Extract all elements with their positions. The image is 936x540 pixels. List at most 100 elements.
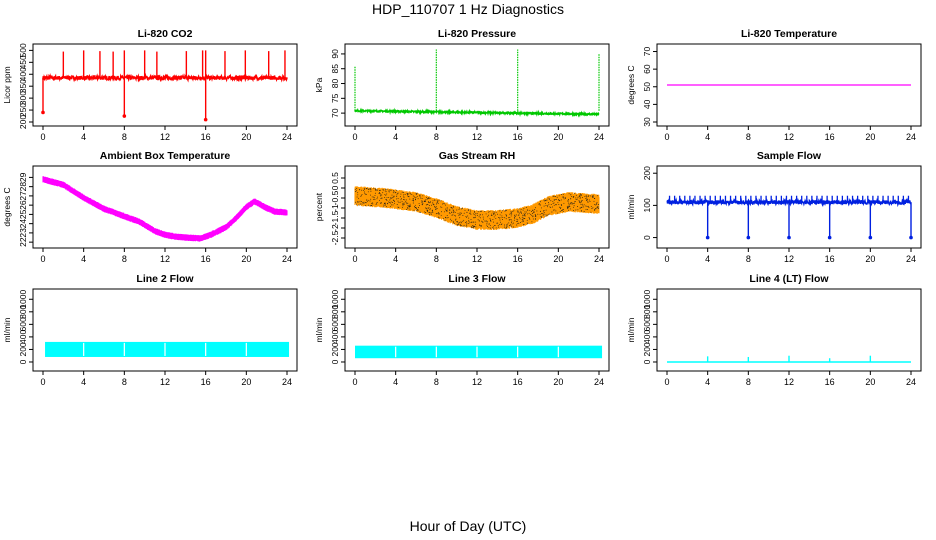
- y-axis-label: ml/min: [314, 317, 324, 342]
- series-dot: [460, 222, 462, 224]
- series-dot: [388, 191, 390, 193]
- series-dot: [449, 218, 451, 220]
- series-dot: [511, 220, 513, 222]
- series-dot: [419, 195, 421, 197]
- series-dot: [451, 220, 453, 222]
- data-layer: [354, 186, 600, 230]
- series-dot: [505, 214, 507, 216]
- series-dot: [405, 200, 407, 202]
- series-dot: [413, 200, 415, 202]
- series-dot: [581, 197, 583, 199]
- series-dot: [552, 202, 554, 204]
- x-tick-label: 8: [746, 132, 751, 142]
- series-dot: [586, 200, 587, 201]
- x-tick-label: 20: [553, 254, 563, 264]
- series-dot: [579, 196, 581, 198]
- series-dot: [476, 215, 478, 217]
- y-tick-label: 24: [18, 219, 28, 229]
- series-dot: [575, 194, 577, 196]
- series-dot: [542, 213, 544, 214]
- y-tick-label: 30: [642, 117, 652, 127]
- x-tick-label: 8: [434, 377, 439, 387]
- series-dot: [421, 202, 423, 203]
- series-dot: [532, 218, 534, 220]
- series-dot: [426, 198, 428, 200]
- series-dot: [480, 210, 482, 212]
- series-dot: [393, 200, 395, 202]
- series-dot: [362, 202, 364, 203]
- x-tick-label: 12: [472, 254, 482, 264]
- series-dot: [389, 199, 391, 201]
- series-dot: [361, 201, 363, 203]
- series-dot: [418, 194, 420, 196]
- series-dot: [506, 209, 507, 211]
- series-dot: [575, 209, 577, 211]
- series-dot: [579, 197, 581, 199]
- series-dot: [537, 213, 539, 215]
- series-dot: [452, 206, 454, 208]
- x-tick-label: 24: [906, 377, 916, 387]
- series-dot: [536, 210, 538, 212]
- x-tick-label: 24: [594, 254, 604, 264]
- series-dot: [466, 224, 468, 226]
- series-dot: [452, 220, 454, 222]
- series-dot: [447, 217, 449, 219]
- y-tick-label: 22: [18, 237, 28, 247]
- y-tick-label: -2: [330, 224, 340, 232]
- y-tick-label: 400: [18, 330, 28, 344]
- x-tick-label: 12: [160, 132, 170, 142]
- series-dot: [386, 188, 388, 190]
- y-tick-label: 200: [642, 342, 652, 356]
- series-dot: [589, 201, 591, 203]
- series-dot: [445, 210, 447, 212]
- series-dot: [380, 197, 382, 199]
- series-dot: [420, 211, 422, 213]
- series-dot: [416, 209, 418, 211]
- series-dot: [393, 196, 395, 198]
- x-tick-label: 4: [705, 132, 710, 142]
- y-axis-label: degrees C: [2, 187, 12, 226]
- series-dot: [523, 223, 525, 225]
- x-tick-label: 16: [825, 254, 835, 264]
- series-dot: [586, 199, 588, 200]
- dip-point: [868, 235, 873, 240]
- series-dot: [571, 195, 572, 197]
- x-tick-label: 4: [81, 377, 86, 387]
- series-dot: [432, 203, 434, 205]
- series-dot: [578, 200, 580, 202]
- series-dot: [564, 197, 566, 199]
- series-dot: [525, 207, 527, 208]
- y-axis-label: Licor ppm: [2, 66, 12, 103]
- series-dot: [592, 197, 594, 198]
- series-dot: [475, 226, 477, 228]
- y-tick-label: 800: [642, 304, 652, 318]
- series-dot: [383, 189, 385, 191]
- series-dot: [400, 199, 402, 201]
- x-tick-label: 12: [784, 377, 794, 387]
- series-dot: [525, 213, 526, 215]
- series-dot: [465, 225, 467, 227]
- series-line: [354, 107, 600, 118]
- series-dot: [469, 221, 471, 223]
- series-dot: [468, 212, 470, 214]
- series-dot: [557, 212, 559, 214]
- series-dot: [586, 197, 588, 199]
- series-dot: [396, 204, 398, 205]
- y-tick-label: 600: [18, 317, 28, 331]
- series-dot: [393, 195, 395, 197]
- series-dot: [445, 204, 446, 206]
- series-dot: [452, 209, 454, 211]
- series-dot: [563, 202, 565, 204]
- series-dot: [526, 222, 528, 224]
- series-dot: [380, 195, 382, 197]
- x-tick-label: 12: [472, 132, 482, 142]
- series-dot: [488, 211, 490, 213]
- series-dot: [409, 205, 411, 207]
- x-tick-label: 0: [352, 132, 357, 142]
- series-dot: [578, 196, 580, 198]
- series-dot: [429, 197, 431, 199]
- series-dot: [580, 193, 582, 195]
- series-dot: [397, 206, 399, 208]
- series-dot: [415, 197, 417, 198]
- series-dot: [405, 199, 407, 201]
